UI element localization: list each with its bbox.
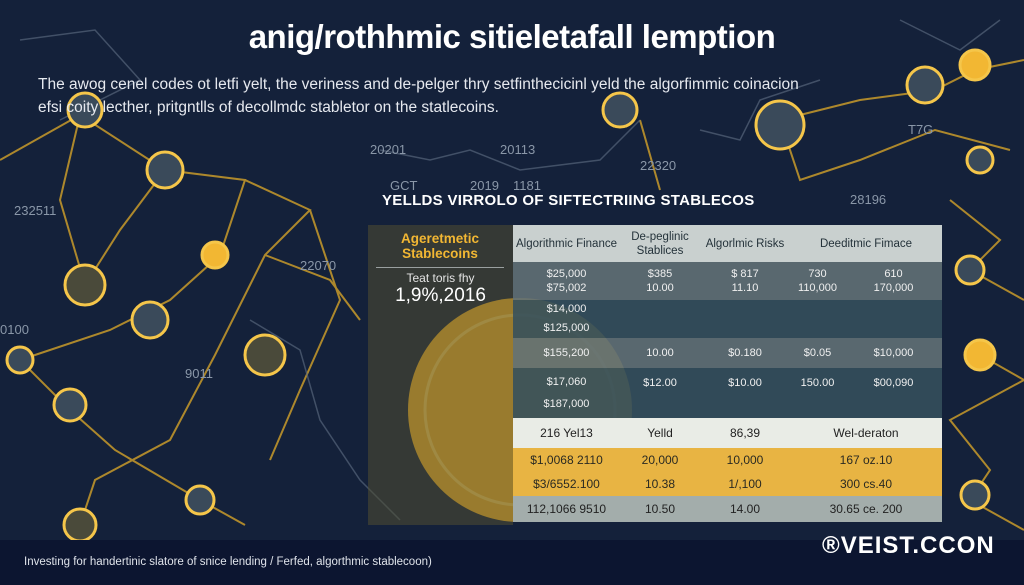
header-cell: De-peglinic Stablices: [620, 225, 700, 262]
cell: 10.50: [620, 496, 700, 522]
bg-label: 0100: [0, 322, 29, 337]
table-row: $25,000 $75,002 $385 10.00 $ 817 11.10 730 …: [513, 262, 942, 300]
cell: 1/,100: [700, 472, 790, 496]
bg-label: 232511: [14, 203, 57, 218]
cell: 10.00: [620, 338, 700, 368]
left-panel: Ageretmetic Stablecoins Teat toris fhy 1…: [368, 225, 513, 525]
cell: 300 cs.40: [790, 472, 942, 496]
summary-row: 216 Yel13 Yelld 86,39 Wel-deraton: [513, 418, 942, 448]
bg-label: T7G: [908, 122, 934, 137]
cell: 730 110,000: [790, 262, 845, 300]
cell: 14.00: [700, 496, 790, 522]
bg-label: 20113: [500, 142, 536, 157]
table-row: $14,000 $125,000: [513, 300, 942, 338]
brand-logo: ®VEIST.CCON: [822, 532, 995, 560]
cell: $12.00: [620, 368, 700, 418]
cell: 86,39: [700, 418, 790, 448]
bg-label: 28196: [850, 192, 887, 207]
cell: $17,060 $187,000: [513, 368, 620, 418]
cell: $155,200: [513, 338, 620, 368]
cell: 20,000: [620, 448, 700, 472]
bg-label: 2019: [470, 178, 499, 193]
bg-label: GCT: [390, 178, 418, 193]
intro-line-1: The awog cenel codes ot letfi yelt, the …: [38, 76, 799, 93]
bg-label: 20201: [370, 142, 407, 157]
logo-icon: ®: [822, 532, 841, 559]
cell: $3/6552.100: [513, 472, 620, 496]
footer-bar: [0, 540, 1024, 585]
brand-name: VEIST.CCON: [840, 532, 995, 559]
intro-line-2: efsi coity lecther, pritgntlls of decoll…: [38, 99, 499, 116]
cell: 10,000: [700, 448, 790, 472]
cell: 112,1066 9510: [513, 496, 620, 522]
table-row: $1,0068 2110 20,000 10,000 167 oz.10: [513, 448, 942, 472]
left-panel-value: 1,9%,2016: [395, 285, 486, 306]
cell: Yelld: [620, 418, 700, 448]
cell: $10,000: [845, 338, 942, 368]
table-row: $17,060 $187,000 $12.00 $10.00 150.00 $00,09…: [513, 368, 942, 418]
left-panel-subtitle: Teat toris fhy: [406, 271, 475, 285]
page-title: anig/rothhmic sitieletafall lemption: [248, 18, 776, 55]
cell: 167 oz.10: [790, 448, 942, 472]
cell: 610 170,000: [845, 262, 942, 300]
header-cell: Deeditmic Fimace: [790, 225, 942, 262]
footer-text: Investing for handertinic slatore of sni…: [24, 556, 432, 568]
cell: $0.180: [700, 338, 790, 368]
bg-label: 22320: [640, 158, 677, 173]
cell: Wel-deraton: [790, 418, 942, 448]
bg-label: 9011: [185, 366, 213, 381]
table-row: $155,200 10.00 $0.180 $0.05 $10,000: [513, 338, 942, 368]
cell: $00,090: [845, 368, 942, 418]
cell: $0.05: [790, 338, 845, 368]
cell: $ 817 11.10: [700, 262, 790, 300]
cell: $385 10.00: [620, 262, 700, 300]
cell: $10.00: [700, 368, 790, 418]
table-row: $3/6552.100 10.38 1/,100 300 cs.40: [513, 472, 942, 496]
bg-label: 1181: [513, 178, 541, 193]
table-header-row: Algorithmic Finance De-peglinic Stablice…: [513, 225, 942, 262]
cell: $1,0068 2110: [513, 448, 620, 472]
cell: 30.65 ce. 200: [790, 496, 942, 522]
cell: 10.38: [620, 472, 700, 496]
left-panel-heading: Ageretmetic Stablecoins: [376, 231, 504, 268]
yields-table: Algorithmic Finance De-peglinic Stablice…: [513, 225, 942, 522]
cell: $25,000 $75,002: [513, 262, 620, 300]
cell: $14,000 $125,000: [513, 300, 620, 338]
header-cell: Algorlmic Risks: [700, 225, 790, 262]
bg-label: 22070: [300, 258, 337, 273]
table-title: YELLDS VIRROLO OF SIFTECTRIING STABLECOS: [382, 192, 755, 209]
table-row: 112,1066 9510 10.50 14.00 30.65 ce. 200: [513, 496, 942, 522]
header-cell: Algorithmic Finance: [513, 225, 620, 262]
cell: 216 Yel13: [513, 418, 620, 448]
cell: 150.00: [790, 368, 845, 418]
